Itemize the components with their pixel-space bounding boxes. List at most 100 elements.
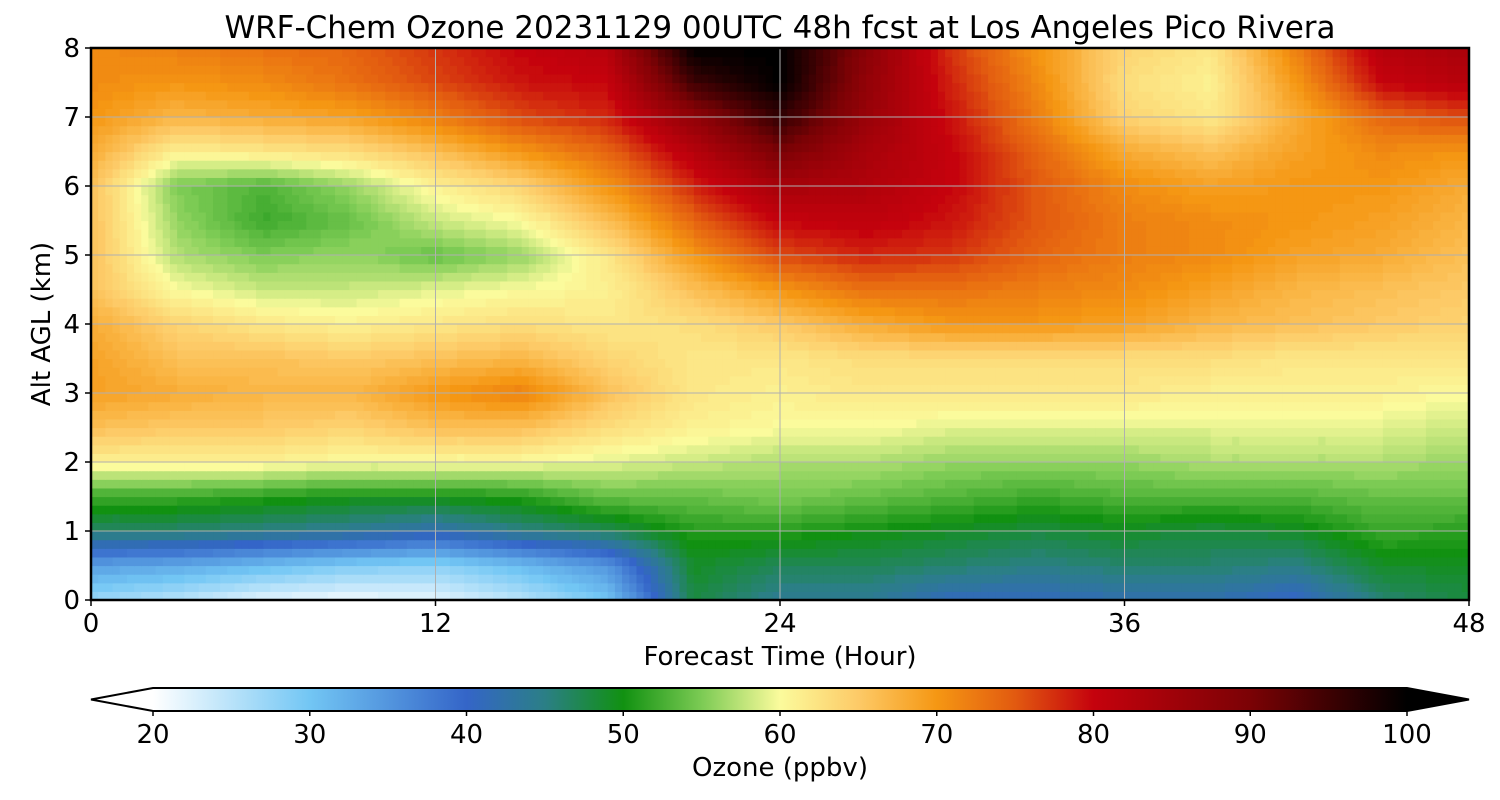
- heatmap-cell: [1217, 384, 1226, 394]
- heatmap-cell: [1232, 591, 1240, 600]
- heatmap-cell: [772, 505, 781, 515]
- heatmap-cell: [1153, 582, 1161, 592]
- heatmap-cell: [952, 375, 961, 385]
- heatmap-cell: [1253, 453, 1262, 463]
- heatmap-cell: [162, 436, 171, 446]
- heatmap-cell: [1102, 436, 1111, 446]
- heatmap-cell: [787, 453, 795, 463]
- heatmap-cell: [665, 548, 673, 558]
- heatmap-cell: [765, 565, 774, 575]
- heatmap-cell: [1325, 375, 1334, 385]
- heatmap-cell: [708, 505, 717, 515]
- heatmap-cell: [1110, 436, 1118, 446]
- heatmap-cell: [593, 505, 602, 515]
- heatmap-cell: [937, 410, 946, 420]
- heatmap-cell: [765, 444, 774, 454]
- heatmap-cell: [1059, 582, 1068, 592]
- heatmap-cell: [1002, 565, 1011, 575]
- heatmap-cell: [815, 462, 824, 472]
- heatmap-cell: [937, 513, 946, 523]
- heatmap-cell: [1354, 393, 1362, 403]
- heatmap-cell: [521, 375, 530, 385]
- heatmap-cell: [600, 462, 609, 472]
- heatmap-cell: [614, 427, 623, 437]
- heatmap-cell: [363, 548, 372, 558]
- heatmap-cell: [600, 427, 609, 437]
- heatmap-cell: [428, 375, 437, 385]
- heatmap-cell: [1131, 410, 1140, 420]
- heatmap-cell: [227, 479, 236, 489]
- heatmap-cell: [701, 505, 709, 515]
- heatmap-cell: [722, 453, 731, 463]
- heatmap-cell: [535, 384, 544, 394]
- heatmap-cell: [1016, 375, 1025, 385]
- heatmap-cell: [1002, 375, 1011, 385]
- heatmap-cell: [1390, 470, 1398, 480]
- heatmap-cell: [1239, 574, 1248, 584]
- heatmap-cell: [1217, 418, 1226, 429]
- heatmap-cell: [399, 531, 408, 541]
- heatmap-cell: [1016, 479, 1025, 489]
- heatmap-cell: [1081, 574, 1090, 584]
- heatmap-cell: [708, 444, 717, 454]
- heatmap-cell: [1009, 462, 1018, 472]
- heatmap-cell: [1167, 574, 1176, 584]
- heatmap-cell: [823, 453, 831, 463]
- heatmap-cell: [399, 496, 408, 506]
- heatmap-cell: [1354, 479, 1362, 489]
- heatmap-cell: [234, 548, 243, 558]
- heatmap-cell: [485, 531, 494, 541]
- heatmap-cell: [693, 556, 702, 567]
- heatmap-cell: [327, 427, 336, 437]
- heatmap-cell: [492, 496, 501, 506]
- heatmap-cell: [794, 505, 803, 515]
- heatmap-cell: [363, 375, 372, 385]
- heatmap-cell: [1354, 401, 1362, 411]
- heatmap-cell: [220, 574, 228, 584]
- heatmap-cell: [141, 444, 150, 454]
- heatmap-cell: [1210, 393, 1219, 403]
- heatmap-cell: [858, 522, 867, 532]
- heatmap-cell: [636, 418, 645, 429]
- heatmap-cell: [930, 427, 939, 437]
- heatmap-cell: [980, 436, 989, 446]
- heatmap-cell: [1325, 401, 1334, 411]
- heatmap-cell: [1311, 505, 1319, 515]
- heatmap-cell: [650, 436, 659, 446]
- heatmap-cell: [1095, 479, 1104, 489]
- heatmap-cell: [313, 401, 322, 411]
- heatmap-cell: [1354, 444, 1362, 454]
- heatmap-cell: [794, 410, 803, 420]
- heatmap-cell: [313, 384, 322, 394]
- heatmap-cell: [500, 427, 508, 437]
- heatmap-cell: [808, 522, 817, 532]
- heatmap-cell: [91, 393, 99, 403]
- heatmap-cell: [837, 470, 846, 480]
- heatmap-cell: [406, 556, 415, 567]
- heatmap-cell: [1361, 522, 1370, 532]
- heatmap-cell: [1088, 582, 1097, 592]
- heatmap-cell: [1081, 462, 1090, 472]
- heatmap-cell: [1404, 401, 1413, 411]
- heatmap-cell: [973, 487, 982, 498]
- heatmap-cell: [169, 505, 178, 515]
- heatmap-cell: [693, 384, 702, 394]
- heatmap-cell: [650, 548, 659, 558]
- heatmap-cell: [1440, 444, 1449, 454]
- heatmap-cell: [1275, 436, 1283, 446]
- heatmap-cell: [1232, 427, 1240, 437]
- heatmap-cell: [909, 539, 917, 549]
- heatmap-cell: [248, 436, 257, 446]
- heatmap-cell: [1260, 436, 1269, 446]
- heatmap-cell: [729, 470, 738, 480]
- heatmap-cell: [342, 591, 350, 600]
- heatmap-cell: [866, 487, 874, 498]
- heatmap-cell: [830, 384, 839, 394]
- heatmap-cell: [220, 539, 228, 549]
- heatmap-cell: [564, 479, 573, 489]
- heatmap-cell: [198, 470, 207, 480]
- heatmap-cell: [1361, 453, 1370, 463]
- heatmap-cell: [902, 539, 910, 549]
- heatmap-cell: [557, 582, 566, 592]
- heatmap-cell: [815, 496, 824, 506]
